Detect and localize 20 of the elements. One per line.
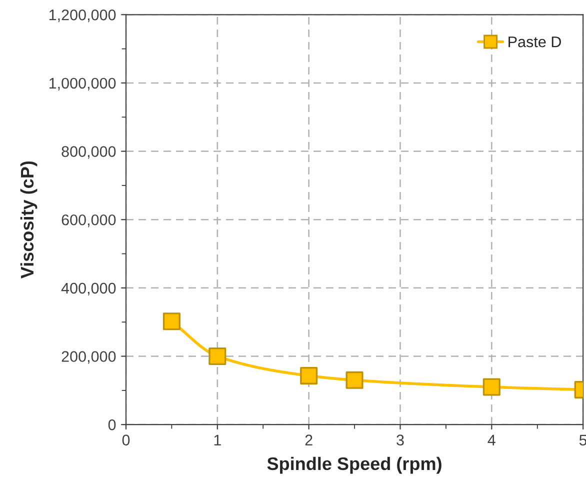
y-tick-label: 600,000: [62, 214, 116, 228]
y-axis-title: Viscosity (cP): [20, 161, 38, 279]
x-tick-label: 2: [305, 434, 312, 446]
y-tick-label: 800,000: [62, 146, 116, 159]
y-tick-label: 200,000: [62, 351, 116, 364]
x-axis-title: Spindle Speed (rpm): [267, 456, 442, 474]
x-tick-label: 1: [214, 434, 221, 446]
x-tick-label: 3: [396, 434, 404, 446]
point: [208, 347, 226, 365]
y-tick-label: 1,000,000: [49, 78, 116, 90]
x-tick-label: 4: [488, 434, 496, 446]
point: [482, 378, 500, 396]
legend-label: Paste D: [508, 36, 561, 48]
point: [162, 312, 180, 330]
y-tick-label: 1,200,000: [49, 10, 116, 22]
point: [346, 371, 364, 389]
y-tick-label: 0: [108, 419, 116, 430]
y-tick-label: 400,000: [61, 282, 116, 296]
x-tick-label: 0: [122, 434, 130, 446]
point: [300, 366, 318, 384]
